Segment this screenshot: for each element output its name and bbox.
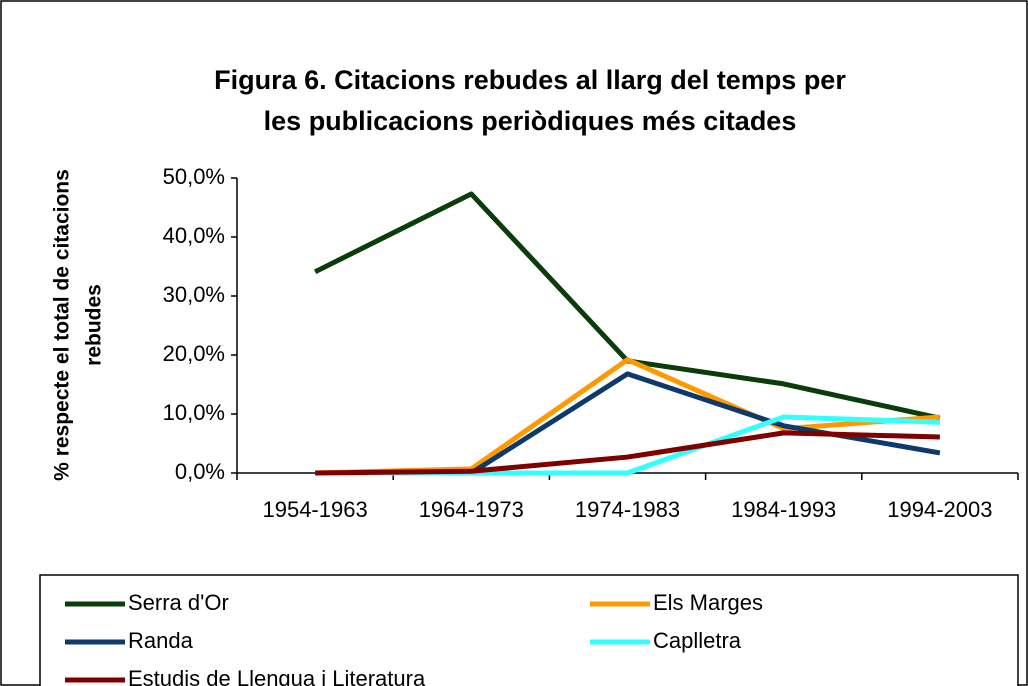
legend-label: Els Marges — [653, 590, 763, 615]
x-tick-label: 1954-1963 — [262, 497, 367, 522]
x-tick-label: 1994-2003 — [887, 497, 992, 522]
y-tick-label: 0,0% — [175, 459, 225, 484]
y-tick-label: 30,0% — [163, 282, 225, 307]
chart-title: Figura 6. Citacions rebudes al llarg del… — [214, 65, 846, 95]
legend-label: Serra d'Or — [128, 590, 229, 615]
series-line — [315, 430, 940, 476]
x-tick-label: 1984-1993 — [731, 497, 836, 522]
legend-label: Caplletra — [653, 628, 742, 653]
y-axis-label: rebudes — [83, 284, 106, 366]
x-tick-label: 1974-1983 — [575, 497, 680, 522]
legend-box — [39, 574, 1019, 686]
legend-label: Randa — [128, 628, 194, 653]
y-tick-label: 40,0% — [163, 223, 225, 248]
y-tick-label: 20,0% — [163, 341, 225, 366]
legend-label: Estudis de Llengua i Literatura — [128, 666, 426, 686]
y-tick-label: 10,0% — [163, 400, 225, 425]
y-axis-label: % respecte el total de citacions — [51, 169, 74, 481]
y-tick-label: 50,0% — [163, 164, 225, 189]
x-tick-label: 1964-1973 — [419, 497, 524, 522]
chart-title: les publicacions periòdiques més citades — [264, 106, 797, 136]
